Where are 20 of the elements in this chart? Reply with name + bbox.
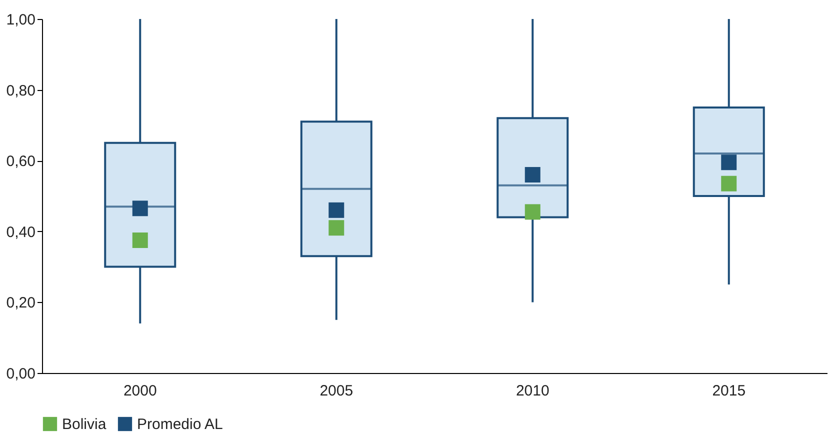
point (328, 220, 344, 236)
y-tick-label: 0,80 (6, 82, 36, 100)
point (721, 154, 737, 170)
x-tick-label: 2000 (123, 382, 157, 400)
x-tick-label: 2005 (320, 382, 354, 400)
y-tick-label: 0,00 (6, 366, 36, 382)
y-tick-label: 0,20 (6, 294, 36, 312)
point (328, 202, 344, 218)
x-tick-label: 2015 (712, 382, 746, 400)
point (524, 167, 540, 183)
y-tick-label: 0,40 (6, 224, 36, 241)
legend-label: Promedio AL (137, 416, 223, 433)
x-tick-label: 2010 (516, 382, 550, 400)
y-tick-label: 0,60 (6, 153, 36, 170)
legend-label: Bolivia (62, 416, 107, 433)
point (132, 200, 148, 216)
point (132, 232, 148, 248)
point (721, 176, 737, 192)
y-tick-label: 1,00 (6, 12, 36, 28)
point (524, 204, 540, 220)
